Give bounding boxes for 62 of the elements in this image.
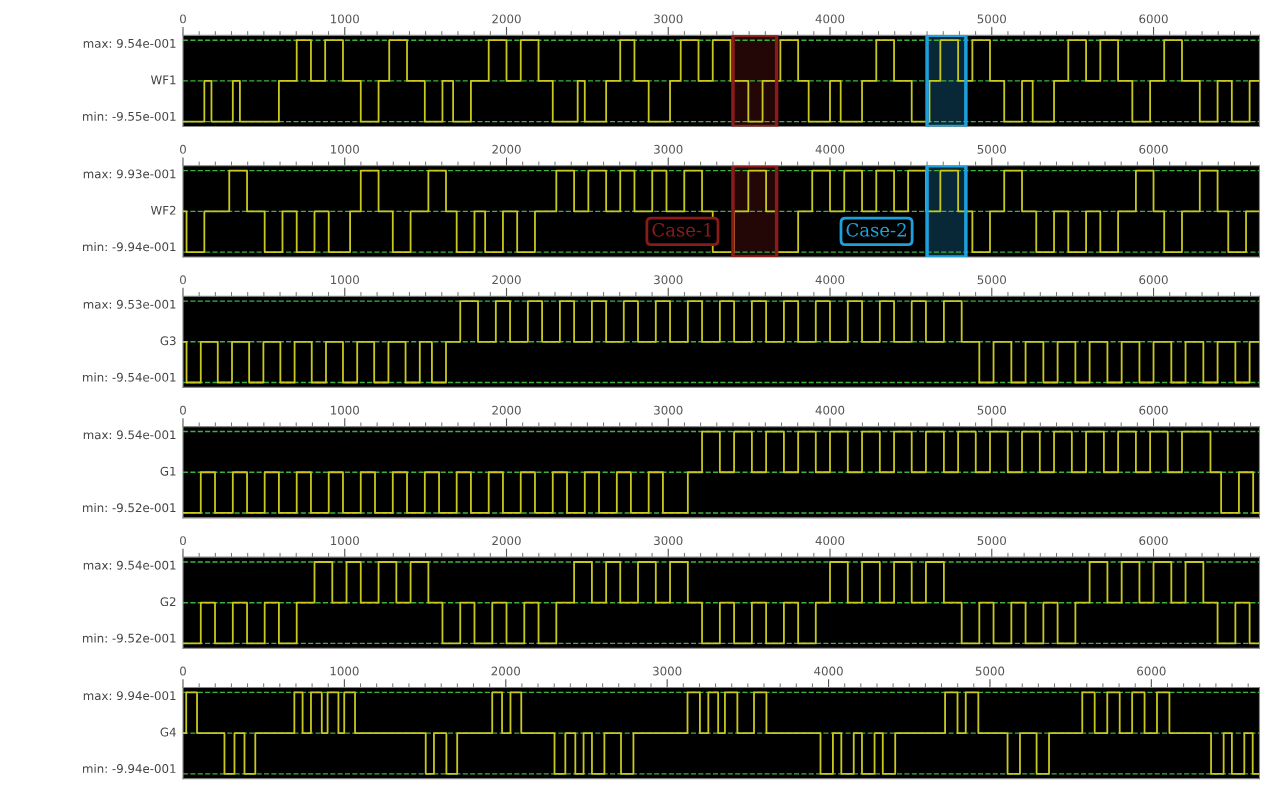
x-tick-label: 0	[180, 275, 186, 285]
x-tick-label: 6000	[1139, 14, 1168, 24]
x-tick-label: 1000	[330, 666, 359, 676]
x-tick-label: 6000	[1139, 405, 1168, 415]
x-tick-label: 5000	[977, 144, 1007, 154]
x-tick-label: 5000	[977, 536, 1007, 546]
x-tick-label: 4000	[815, 536, 845, 546]
text: max: 9.54e-001	[83, 430, 176, 440]
text: max: 9.54e-001	[83, 560, 176, 570]
x-tick-label: 1000	[331, 275, 359, 285]
y-axis-title: G2	[160, 597, 176, 607]
x-tick-label: 5000	[977, 14, 1007, 24]
y-axis-title: G4	[160, 727, 176, 737]
x-tick-label: 3000	[653, 666, 682, 676]
x-tick-label: 0	[180, 405, 186, 415]
x-tick-label: 0	[180, 666, 186, 676]
x-tick-label: 0	[180, 14, 186, 24]
x-tick-label: 2000	[492, 405, 521, 415]
text: min: -9.54e-001	[83, 372, 176, 382]
x-tick-label: 6000	[1139, 536, 1168, 546]
band-label: Case-2	[846, 223, 906, 237]
text: max: 9.53e-001	[83, 299, 176, 309]
y-axis-title: WF2	[150, 205, 176, 215]
x-tick-label: 1000	[331, 144, 359, 154]
x-tick-label: 4000	[815, 14, 845, 24]
y-axis-title: G1	[160, 466, 176, 476]
y-axis-title: G3	[160, 336, 176, 346]
text: min: -9.94e-001	[83, 763, 176, 774]
x-tick-label: 6000	[1139, 275, 1168, 285]
x-tick-label: 5000	[975, 666, 1005, 676]
x-tick-label: 1000	[331, 405, 359, 415]
band-label: Case-1	[652, 223, 711, 237]
x-tick-label: 5000	[977, 275, 1007, 285]
x-tick-label: 6000	[1137, 666, 1166, 676]
x-tick-label: 2000	[492, 14, 521, 24]
x-tick-label: 3000	[654, 144, 683, 154]
x-tick-label: 4000	[815, 405, 845, 415]
x-tick-label: 6000	[1139, 144, 1168, 154]
text: min: -9.94e-001	[83, 242, 176, 252]
x-tick-label: 3000	[654, 275, 683, 285]
x-tick-label: 4000	[815, 275, 845, 285]
x-tick-label: 2000	[492, 536, 521, 546]
text: min: -9.55e-001	[83, 111, 176, 121]
x-tick-label: 0	[180, 536, 186, 546]
x-tick-label: 2000	[492, 275, 521, 285]
text: min: -9.52e-001	[83, 633, 176, 643]
x-tick-label: 2000	[491, 666, 521, 676]
text: max: 9.54e-001	[83, 38, 176, 48]
y-axis-title: WF1	[150, 75, 176, 85]
x-tick-label: 3000	[654, 405, 683, 415]
x-tick-label: 5000	[977, 405, 1007, 415]
x-tick-label: 2000	[492, 144, 521, 154]
x-tick-label: 1000	[331, 14, 359, 24]
x-tick-label: 1000	[331, 536, 359, 546]
x-tick-label: 0	[180, 144, 186, 154]
text: max: 9.93e-001	[83, 169, 176, 179]
text: min: -9.52e-001	[83, 503, 176, 513]
text: max: 9.94e-001	[83, 691, 176, 701]
x-tick-label: 3000	[654, 14, 683, 24]
x-tick-label: 4000	[815, 144, 845, 154]
x-tick-label: 3000	[654, 536, 683, 546]
x-tick-label: 4000	[814, 666, 843, 676]
